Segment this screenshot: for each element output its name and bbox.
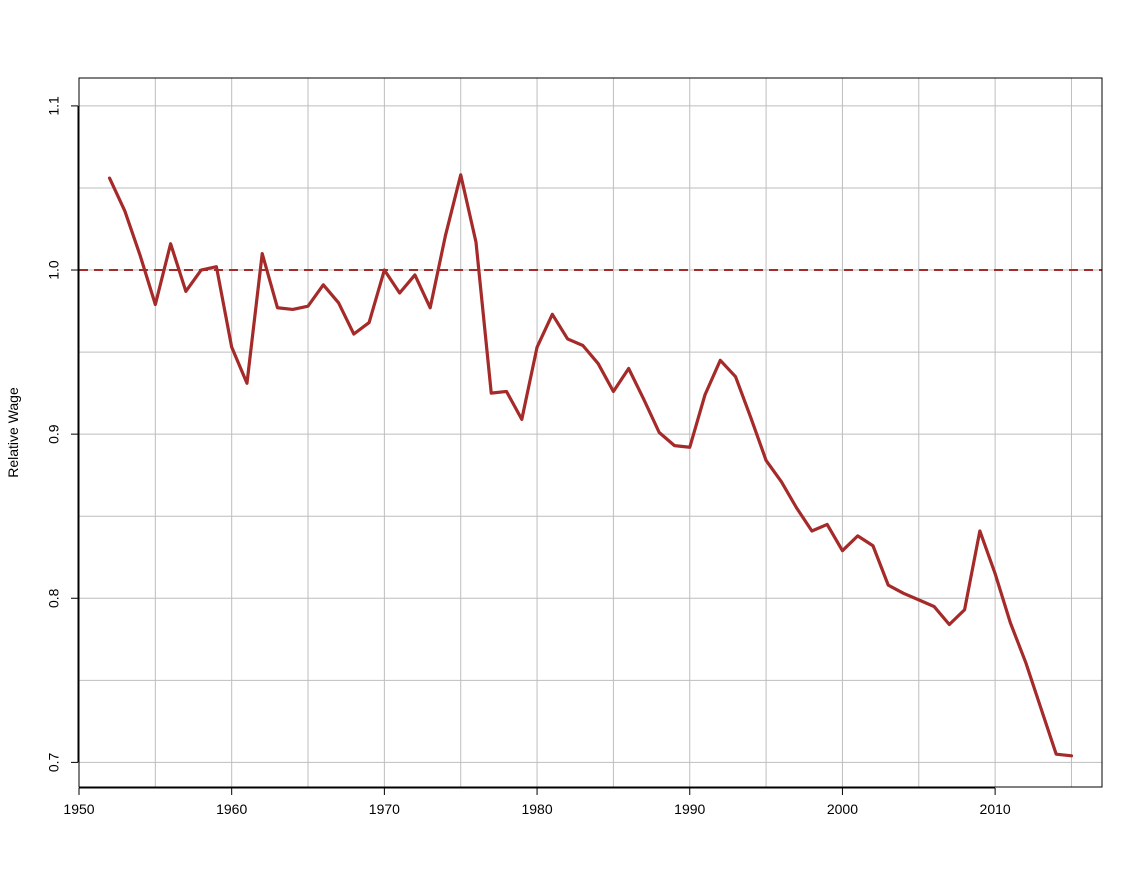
y-tick-label: 1.1 [46,96,62,116]
y-tick-label: 0.8 [46,588,62,608]
x-tick-label: 1950 [63,801,94,817]
x-tick-label: 2010 [980,801,1011,817]
x-tick-label: 1960 [216,801,247,817]
y-tick-label: 0.9 [46,424,62,444]
plot-frame [78,77,1103,788]
series-line [107,173,1074,758]
x-axis: 1950 1960 1970 1980 1990 2000 2010 [63,787,1011,817]
x-tick-label: 1970 [369,801,400,817]
y-axis: 0.7 0.8 0.9 1.0 1.1 [46,96,79,772]
y-tick-label: 0.7 [46,752,62,772]
x-tick-label: 1980 [521,801,552,817]
y-axis-label: Relative Wage [5,387,21,478]
y-tick-label: 1.0 [46,260,62,280]
x-tick-label: 1990 [674,801,705,817]
grid [78,78,1102,787]
x-tick-label: 2000 [827,801,858,817]
